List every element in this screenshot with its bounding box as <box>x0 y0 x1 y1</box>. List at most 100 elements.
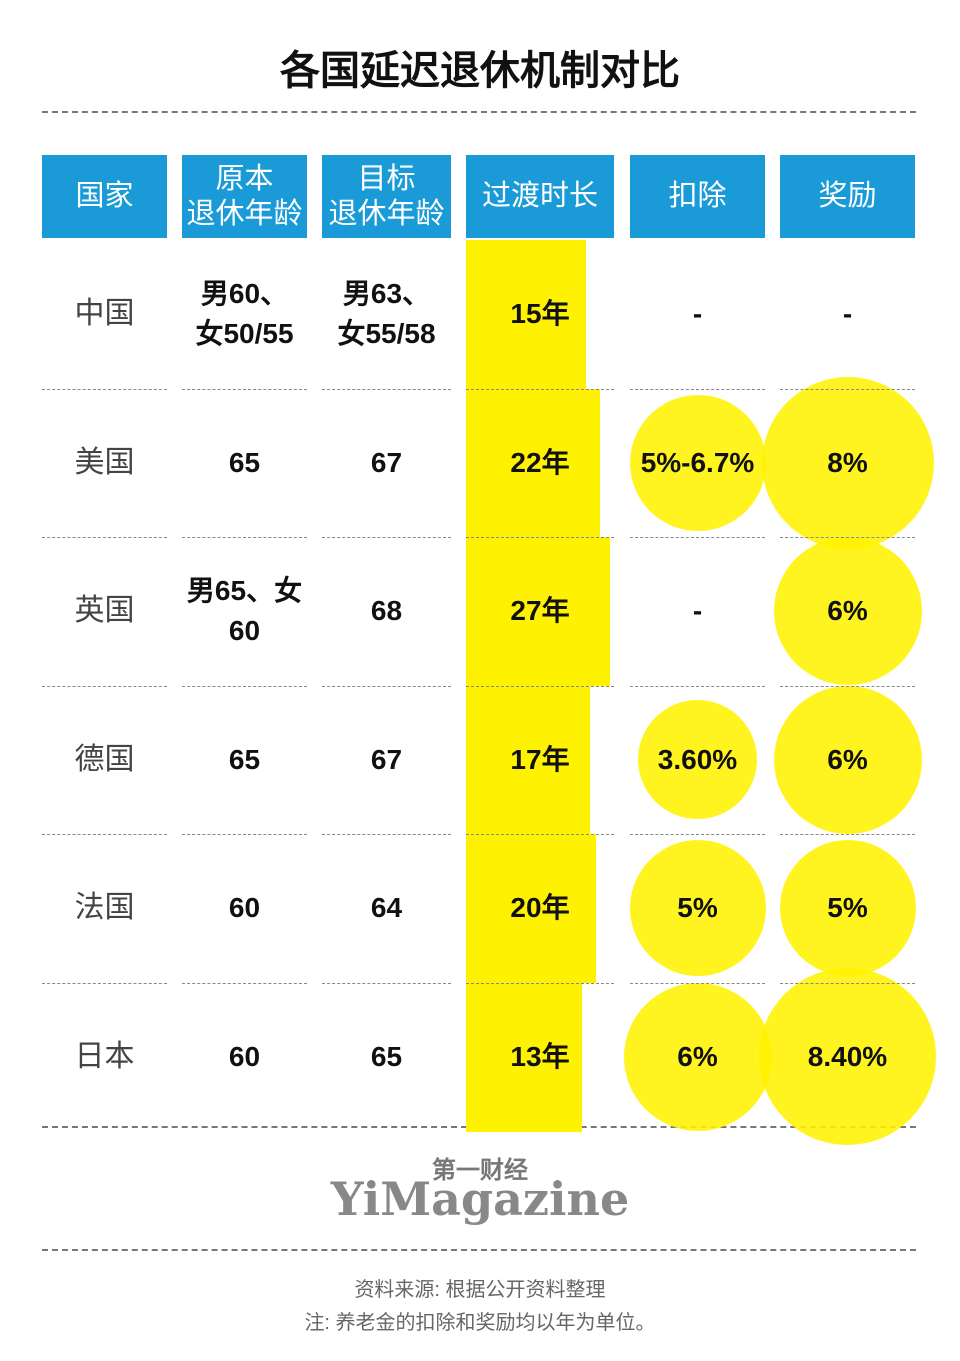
rate-circle <box>637 700 758 820</box>
row-divider <box>630 388 765 390</box>
row-divider <box>322 537 451 538</box>
row-divider <box>466 982 614 984</box>
row-divider <box>780 982 915 984</box>
table-cell: 8% <box>827 446 868 478</box>
row-divider <box>42 834 167 835</box>
row-divider <box>780 537 915 538</box>
table-cell: 60 <box>228 892 261 924</box>
cell-line: 原本 <box>215 162 274 195</box>
table-cell: 15年 <box>510 298 570 330</box>
transition-bar <box>466 982 582 1132</box>
table-cell: - <box>692 595 703 627</box>
country-cell: 中国 <box>74 297 135 331</box>
logo-en: YiMagazine <box>330 1172 630 1226</box>
rate-circle <box>629 840 766 977</box>
table-cell: 60 <box>228 1040 261 1072</box>
row-divider <box>466 685 614 687</box>
table-cell: 男65、女60 <box>186 575 303 647</box>
cell-line: 女50/55 <box>195 318 294 350</box>
table-cell: 3.60% <box>657 743 738 775</box>
header-cell: 扣除 <box>630 155 765 238</box>
row-divider <box>42 537 167 538</box>
title: 各国延迟退休机制对比 <box>280 49 680 93</box>
table-cell: 64 <box>370 892 403 924</box>
table-cell: 67 <box>370 743 403 775</box>
cell-line: 女55/58 <box>337 318 436 350</box>
country-cell: 法国 <box>74 891 135 925</box>
row-divider <box>322 685 451 687</box>
header-cell: 过渡时长 <box>466 155 614 238</box>
table-cell: 68 <box>370 595 403 627</box>
row-divider <box>630 685 765 687</box>
row-divider <box>322 982 451 984</box>
table-cell: 65 <box>228 446 261 478</box>
header-cell: 目标 退休年龄 <box>322 155 451 238</box>
cell-line: 退休年龄 <box>328 197 445 230</box>
row-divider <box>780 685 915 687</box>
row-divider <box>42 685 167 687</box>
cell-line: 退休年龄 <box>186 197 303 230</box>
rate-circle <box>773 537 922 686</box>
table-cell: 6% <box>677 1040 718 1072</box>
table-cell: 男63、女55/58 <box>314 240 459 389</box>
table-cell: 13年 <box>510 1040 570 1072</box>
row-divider <box>42 388 167 390</box>
country-cell: 日本 <box>74 1039 135 1073</box>
table-cell: 6% <box>827 595 868 627</box>
table-cell: - <box>842 298 853 330</box>
row-divider <box>630 537 765 538</box>
row-divider <box>322 388 451 390</box>
row-divider <box>466 537 614 538</box>
table-cell: 22年 <box>510 446 570 478</box>
row-divider <box>780 388 915 390</box>
transition-bar <box>466 388 600 538</box>
table-cell: 8.40% <box>807 1040 888 1072</box>
table-cell: - <box>692 298 703 330</box>
country-cell: 美国 <box>74 445 135 479</box>
row-divider <box>182 982 307 984</box>
row-divider <box>322 834 451 835</box>
table-cell: 20年 <box>510 892 570 924</box>
cell-line: 目标 <box>357 162 416 195</box>
row-divider <box>182 388 307 390</box>
row-divider <box>182 537 307 538</box>
table-cell: 67 <box>370 446 403 478</box>
transition-bar <box>466 834 596 983</box>
rate-circle <box>779 840 916 977</box>
country-cell: 德国 <box>74 742 135 776</box>
table-cell: 5% <box>677 892 718 924</box>
table-cell: 65 <box>228 743 261 775</box>
row-divider <box>780 834 915 835</box>
header-cell: 原本 退休年龄 <box>182 155 307 238</box>
header-cell: 奖励 <box>780 155 915 238</box>
rate-circle <box>629 394 766 531</box>
row-divider <box>182 834 307 835</box>
transition-bar <box>466 685 590 835</box>
cell-line: 男63、 <box>342 278 431 310</box>
rate-circle <box>623 982 772 1131</box>
table-cell: 27年 <box>510 595 570 627</box>
row-divider <box>630 834 765 835</box>
transition-bar <box>466 240 586 389</box>
rate-circle <box>773 685 922 834</box>
logo-cn: 第一财经 <box>432 1157 528 1184</box>
cell-line: 男60、 <box>200 278 289 310</box>
row-divider <box>182 685 307 687</box>
country-cell: 英国 <box>74 594 135 628</box>
header-cell: 国家 <box>42 155 167 238</box>
rate-circle <box>761 376 934 549</box>
divider <box>42 1249 916 1251</box>
table-cell: 男60、女50/55 <box>174 240 315 389</box>
source: 资料来源: 根据公开资料整理 <box>354 1279 606 1301</box>
row-divider <box>466 834 614 835</box>
note: 注: 养老金的扣除和奖励均以年为单位。 <box>304 1312 656 1334</box>
row-divider <box>630 982 765 984</box>
row-divider <box>466 388 614 390</box>
transition-bar <box>466 537 610 686</box>
table-cell: 65 <box>370 1040 403 1072</box>
row-divider <box>42 982 167 984</box>
table-cell: 5% <box>827 892 868 924</box>
table-cell: 5%-6.7% <box>640 446 755 478</box>
table-cell: 17年 <box>510 743 570 775</box>
